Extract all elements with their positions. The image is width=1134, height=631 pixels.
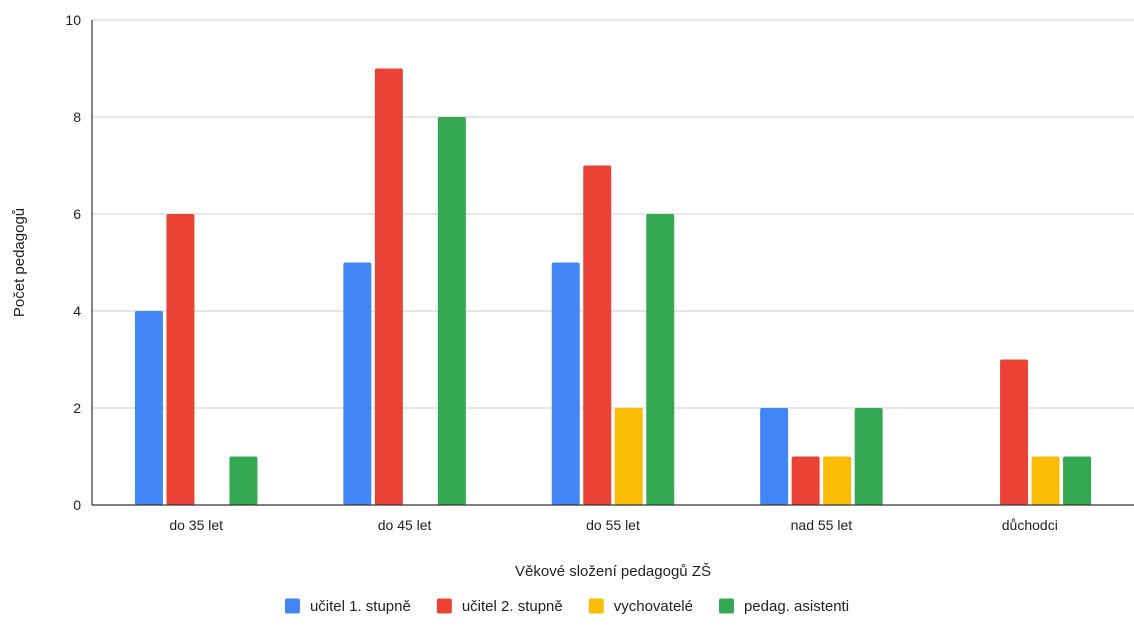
legend-swatch — [588, 598, 604, 614]
legend-item: učitel 2. stupně — [436, 598, 563, 615]
bar — [1031, 456, 1060, 505]
gridlines — [92, 19, 1134, 409]
legend-item: vychovatelé — [588, 598, 693, 615]
bar — [791, 456, 820, 505]
x-tick-label: do 45 let — [378, 517, 432, 533]
bar — [551, 262, 580, 505]
x-tick-label: důchodci — [1002, 517, 1058, 533]
bar — [1000, 359, 1029, 505]
bar — [166, 214, 195, 505]
bar — [229, 456, 258, 505]
y-tick-label: 4 — [73, 303, 81, 319]
bar — [134, 311, 163, 505]
bar — [614, 408, 643, 505]
x-axis-ticks: do 35 let do 45 let do 55 let nad 55 let důc… — [169, 517, 1057, 533]
bar — [854, 408, 883, 505]
legend: učitel 1. stupně učitel 2. stupně vychovat… — [284, 598, 849, 615]
bar — [646, 214, 675, 505]
bar — [760, 408, 789, 505]
x-tick-label: do 35 let — [169, 517, 223, 533]
bar — [343, 262, 372, 505]
x-axis-title: Věkové složení pedagogů ZŠ — [515, 563, 711, 580]
y-tick-label: 8 — [73, 109, 81, 125]
bar — [437, 117, 466, 505]
legend-label: učitel 1. stupně — [310, 598, 411, 615]
legend-swatch — [718, 598, 734, 614]
y-tick-label: 10 — [65, 12, 81, 28]
bar — [823, 456, 852, 505]
x-tick-label: do 55 let — [586, 517, 640, 533]
legend-label: vychovatelé — [614, 598, 693, 615]
bar — [1063, 456, 1092, 505]
y-tick-label: 6 — [73, 206, 81, 222]
legend-swatch — [436, 598, 452, 614]
legend-label: pedag. asistenti — [744, 598, 849, 615]
x-tick-label: nad 55 let — [791, 517, 853, 533]
legend-item: pedag. asistenti — [718, 598, 849, 615]
bar — [374, 68, 403, 505]
bars — [134, 68, 1092, 505]
legend-swatch — [284, 598, 300, 614]
y-tick-label: 2 — [73, 400, 81, 416]
y-tick-label: 0 — [73, 497, 81, 513]
y-axis-title: Počet pedagogů — [11, 208, 28, 317]
y-axis-ticks: 0 2 4 6 8 10 — [65, 12, 81, 513]
legend-item: učitel 1. stupně — [284, 598, 411, 615]
legend-label: učitel 2. stupně — [462, 598, 563, 615]
bar — [583, 165, 612, 505]
